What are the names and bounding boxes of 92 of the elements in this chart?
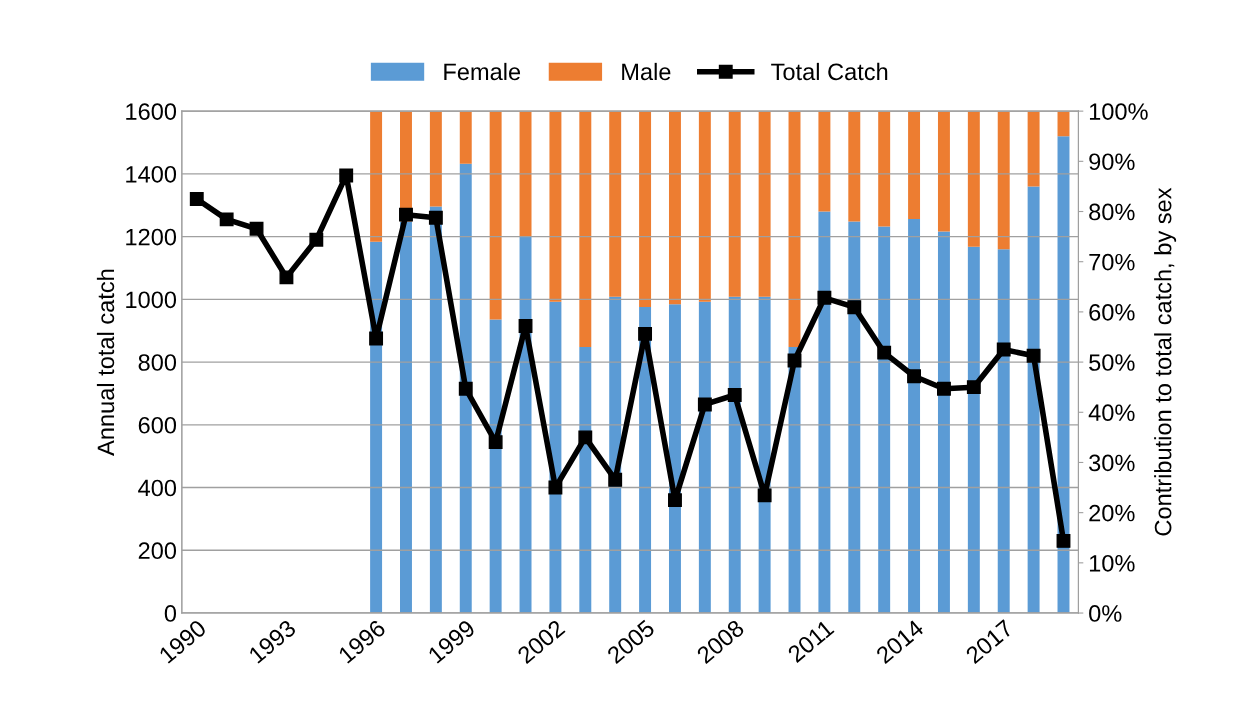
point (966, 380, 981, 395)
legend-label: Female (444, 62, 521, 81)
point (548, 480, 563, 495)
y-tick-label: 400 (138, 479, 177, 497)
bar (728, 111, 741, 297)
bar (1027, 186, 1040, 614)
bar (668, 111, 681, 305)
point (189, 192, 204, 206)
point (638, 326, 653, 341)
point (458, 381, 473, 396)
bar (908, 111, 921, 220)
bar (878, 226, 891, 614)
point (339, 168, 354, 183)
y2-tick-label: 90% (1089, 153, 1135, 171)
point (518, 319, 533, 333)
point (907, 369, 922, 384)
y-tick-label: 600 (138, 416, 177, 434)
point (937, 381, 951, 396)
bar (878, 111, 891, 227)
y2-tick-label: 20% (1089, 504, 1135, 522)
point (608, 472, 623, 487)
bar (609, 111, 622, 297)
bar (489, 111, 502, 320)
y-tick-label: 1400 (126, 165, 177, 183)
bar (848, 111, 861, 222)
y-tick-label: 1600 (126, 103, 177, 120)
bar (818, 211, 831, 614)
y2-tick-label: 50% (1089, 354, 1135, 371)
y2-tick-label: 40% (1088, 404, 1135, 422)
point (817, 290, 832, 305)
y2-tick-label: 70% (1089, 253, 1135, 271)
y-tick-label: 1200 (126, 228, 177, 246)
bar (967, 246, 980, 614)
bar (698, 301, 711, 614)
point (1056, 533, 1071, 548)
bar (609, 296, 622, 614)
point (399, 207, 413, 222)
point (668, 493, 682, 508)
bar (698, 111, 711, 302)
y-axis-title: Annual total catch (96, 269, 115, 456)
bar (459, 111, 472, 164)
point (1026, 348, 1041, 363)
bar (429, 206, 442, 614)
y-tick-label: 200 (138, 542, 177, 560)
y2-tick-label: 30% (1089, 454, 1135, 472)
point (428, 210, 443, 225)
bar (758, 111, 771, 297)
bar (429, 111, 442, 207)
y-tick-label: 800 (138, 354, 177, 371)
y-tick-label: 0 (164, 605, 177, 622)
point (578, 430, 593, 445)
bar (459, 163, 472, 614)
point (847, 300, 862, 315)
bar (400, 221, 412, 614)
bar (937, 111, 950, 232)
point (488, 435, 503, 450)
y2-tick-label: 10% (1089, 554, 1135, 572)
point (757, 488, 772, 503)
point (996, 342, 1011, 357)
y2-tick-label: 80% (1089, 203, 1135, 221)
bar (370, 111, 383, 242)
point (279, 270, 294, 285)
point (727, 388, 742, 402)
bar (579, 111, 592, 348)
legend-label: Total Catch (771, 62, 888, 81)
y2-tick-label: 60% (1089, 303, 1135, 321)
bar (818, 111, 831, 212)
point (697, 397, 712, 412)
bar (639, 111, 652, 307)
bar (937, 231, 950, 614)
point (249, 221, 264, 236)
point (219, 212, 234, 227)
point (369, 331, 384, 346)
bar (728, 296, 741, 614)
bar (489, 319, 502, 614)
bar (908, 219, 921, 614)
point (877, 345, 892, 360)
legend-label: Male (622, 62, 671, 81)
y2-axis-title: Contribution to total catch, by sex (1154, 187, 1177, 536)
bar (1027, 111, 1040, 187)
bar (848, 221, 861, 614)
y2-tick-label: 0% (1089, 605, 1122, 622)
bar (519, 111, 532, 237)
bar (788, 111, 801, 348)
y-tick-label: 1000 (126, 291, 177, 309)
point (309, 232, 324, 247)
bar (549, 111, 562, 302)
bar (997, 111, 1010, 250)
bar (997, 249, 1010, 614)
y2-tick-label: 100% (1089, 103, 1148, 120)
bar (579, 347, 592, 614)
bar (967, 111, 980, 247)
